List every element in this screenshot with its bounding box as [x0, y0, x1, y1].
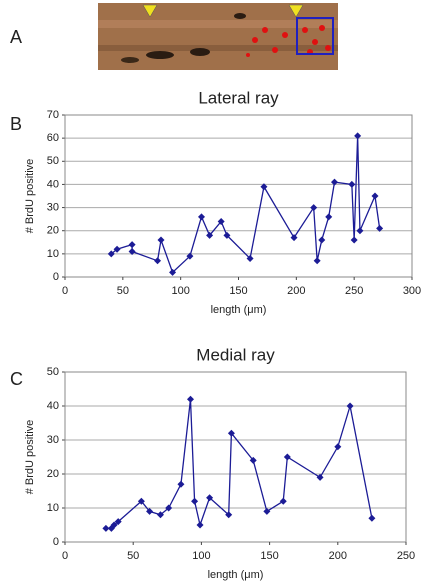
data-point	[128, 248, 136, 256]
x-tick-label: 50	[127, 550, 139, 562]
chart-title: Lateral ray	[198, 88, 279, 107]
data-point	[354, 132, 362, 140]
x-tick-label: 0	[62, 285, 68, 297]
data-point	[186, 252, 194, 260]
y-tick-label: 70	[47, 109, 59, 121]
data-point	[249, 456, 257, 464]
data-point	[137, 497, 145, 505]
y-axis-label: # BrdU positive	[24, 420, 36, 495]
x-tick-label: 300	[403, 285, 421, 297]
data-point	[156, 511, 164, 519]
y-tick-label: 10	[47, 248, 59, 260]
micrograph	[98, 3, 338, 70]
data-point	[246, 254, 254, 262]
y-tick-label: 0	[53, 536, 59, 548]
plot-frame	[64, 371, 407, 543]
x-tick-label: 0	[62, 550, 68, 562]
data-point	[114, 518, 122, 526]
y-tick-label: 10	[47, 502, 59, 514]
x-tick-label: 150	[260, 550, 278, 562]
data-point	[157, 236, 165, 244]
data-point	[346, 402, 354, 410]
data-point	[196, 521, 204, 529]
data-point	[177, 480, 185, 488]
data-point	[206, 494, 214, 502]
panel-label: C	[10, 369, 23, 389]
x-tick-label: 250	[345, 285, 363, 297]
data-point	[334, 443, 342, 451]
data-point	[376, 224, 384, 232]
data-point	[225, 511, 233, 519]
data-point	[154, 257, 162, 265]
data-point	[217, 217, 225, 225]
data-point	[146, 507, 154, 515]
data-point	[371, 192, 379, 200]
data-point	[197, 213, 205, 221]
y-tick-label: 30	[47, 434, 59, 446]
data-point	[325, 213, 333, 221]
data-point	[102, 524, 110, 532]
data-point	[283, 453, 291, 461]
data-point	[223, 231, 231, 239]
x-tick-label: 50	[117, 285, 129, 297]
data-point	[350, 236, 358, 244]
y-tick-label: 0	[53, 271, 59, 283]
y-tick-label: 20	[47, 468, 59, 480]
data-point	[263, 507, 271, 515]
data-point	[186, 395, 194, 403]
chart-title: Medial ray	[196, 345, 275, 364]
x-tick-label: 200	[287, 285, 305, 297]
data-point	[110, 521, 118, 529]
y-tick-label: 50	[47, 155, 59, 167]
data-point	[260, 183, 268, 191]
data-line	[105, 399, 373, 530]
data-point	[290, 234, 298, 242]
x-tick-label: 150	[229, 285, 247, 297]
y-axis-label: # BrdU positive	[24, 159, 36, 234]
data-point	[107, 250, 115, 258]
data-point	[318, 236, 326, 244]
data-point	[316, 473, 324, 481]
y-tick-label: 20	[47, 225, 59, 237]
data-point	[169, 268, 177, 276]
data-point	[310, 204, 318, 212]
data-line	[110, 135, 381, 274]
x-axis-label: length (μm)	[208, 569, 264, 581]
y-tick-label: 40	[47, 400, 59, 412]
data-point	[356, 227, 364, 235]
x-tick-label: 100	[192, 550, 210, 562]
panel-label: B	[10, 114, 22, 134]
data-point	[165, 504, 173, 512]
x-tick-label: 250	[397, 550, 415, 562]
data-point	[113, 245, 121, 253]
panel-label: A	[10, 27, 22, 47]
data-point	[227, 429, 235, 437]
data-point	[279, 497, 287, 505]
data-point	[206, 231, 214, 239]
data-point	[313, 257, 321, 265]
x-tick-label: 100	[171, 285, 189, 297]
data-point	[331, 178, 339, 186]
data-point	[368, 514, 376, 522]
data-point	[348, 180, 356, 188]
x-axis-label: length (μm)	[211, 304, 267, 316]
data-point	[128, 241, 136, 249]
y-tick-label: 40	[47, 178, 59, 190]
data-point	[191, 497, 199, 505]
x-tick-label: 200	[329, 550, 347, 562]
y-tick-label: 60	[47, 132, 59, 144]
y-tick-label: 50	[47, 366, 59, 378]
y-tick-label: 30	[47, 201, 59, 213]
